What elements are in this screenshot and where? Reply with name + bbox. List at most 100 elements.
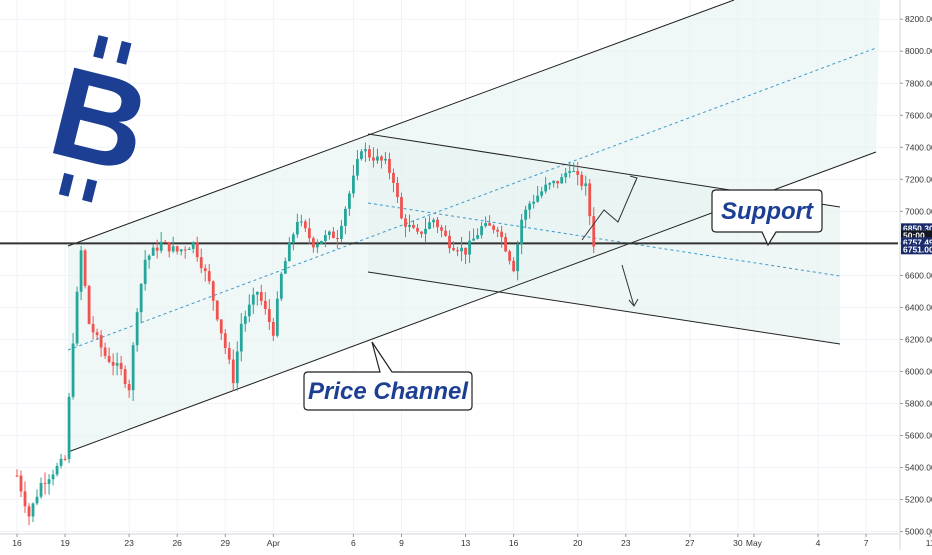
candle-body [323,235,327,242]
candle-body [163,241,167,243]
candle-body [500,231,504,238]
candles [15,142,596,526]
candle-body [99,335,103,348]
x-tick-label: 9 [399,538,404,548]
candle-body [544,184,548,192]
candle-body [520,219,524,245]
x-tick-label: 19 [60,538,70,548]
candle-body [568,171,572,173]
candle-body [460,247,463,252]
candle-body [103,347,107,356]
support-callout: Support [711,189,823,247]
candle-body [283,261,287,274]
candle-body [364,149,367,152]
candle-body [23,491,27,507]
price-axis[interactable]: 5000.00 5200.00 5400.00 5600.00 5800.00 6000.… [899,0,932,550]
candle-body [576,170,580,175]
support-label: Support [721,198,814,225]
candle-body [512,260,516,272]
candle-body [107,355,111,362]
candle-body [275,298,279,336]
price-tag [901,223,932,234]
x-tick-label: 29 [221,538,231,548]
candle-body [311,238,315,248]
candle-body [392,172,395,183]
y-tick-label: 7400.00 [905,142,932,152]
candle-body [147,255,151,260]
x-tick-label: 16 [12,538,22,548]
candle-body [456,250,459,252]
candle-body [572,170,576,172]
candle-body [31,503,35,517]
candle-body [171,246,175,252]
candle-body [143,259,147,284]
candle-body [159,241,163,251]
x-tick-label: 26 [172,538,182,548]
candle-body [223,333,227,349]
candle-body [259,291,263,301]
candle-body [155,247,159,251]
ascending-channel-upper [67,0,735,247]
y-tick-label: 6600.00 [905,270,932,280]
candle-body [592,216,596,247]
y-tick-label: 7200.00 [905,174,932,184]
candle-body [127,384,131,391]
candle-body [440,227,443,231]
x-tick-label: 16 [509,538,519,548]
candle-body [404,218,407,227]
candle-body [19,475,23,492]
candle-body [43,482,47,484]
y-tick-label: 5400.00 [905,463,932,473]
price-tag-label: 50:00 [903,230,925,240]
candle-body [239,323,243,352]
bearish-projection-arrow [621,264,635,307]
candle-body [412,224,415,228]
x-tick-label: 23 [124,538,134,548]
candle-body [536,195,540,202]
candle-body [484,223,487,227]
descending-channel-lower [367,271,841,345]
candle-body [352,175,355,194]
candle-body [79,250,83,292]
x-tick-label: 30 [733,538,743,548]
price-tag-label: 6850.30 [903,223,932,233]
price-tag [901,230,932,241]
candle-body [548,183,552,185]
candle-body [187,248,191,250]
candle-body [588,183,592,217]
bullish-arrowhead [629,175,638,186]
candle-body [75,291,79,344]
y-tick-label: 5800.00 [905,399,932,409]
candle-body [416,227,419,232]
candle-body [452,248,455,251]
y-tick-label: 6000.00 [905,366,932,376]
candle-body [215,300,219,320]
bearish-arrowhead [628,298,639,307]
candle-body [556,180,560,184]
price-tag-label: 6757.49 [903,237,932,247]
candle-body [203,268,207,272]
y-tick-label: 7600.00 [905,110,932,120]
candle-body [380,156,383,161]
candle-body [408,224,411,227]
x-tick-label: 20 [573,538,583,548]
candle-body [428,222,431,229]
candle-body [39,482,43,497]
candle-body [488,223,491,226]
x-tick-label: May [746,538,763,548]
candle-body [35,496,39,504]
candle-body [315,243,319,248]
x-tick-label: 7 [864,538,869,548]
candle-body [51,474,55,480]
candle-body [47,479,51,484]
candle-body [336,238,339,240]
candle-body [504,237,508,252]
x-tick-label: 6 [351,538,356,548]
candle-body [516,244,520,272]
candle-body [279,273,283,299]
descending-channel-fill [368,134,840,344]
candle-body [63,458,67,460]
